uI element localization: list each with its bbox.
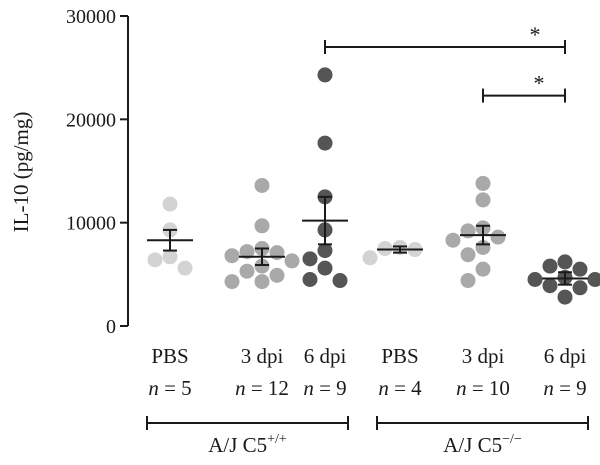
data-point <box>269 245 285 261</box>
y-tick-label: 20000 <box>66 109 116 131</box>
data-point <box>162 249 178 265</box>
data-point <box>587 272 600 287</box>
x-category-label: 3 dpi <box>241 344 284 368</box>
significance-star: * <box>530 22 541 47</box>
data-point <box>254 274 270 290</box>
x-n-label: n = 5 <box>148 376 191 400</box>
y-tick-label: 0 <box>106 316 116 338</box>
data-point <box>317 243 333 259</box>
data-point <box>542 278 558 294</box>
data-point <box>254 258 270 274</box>
group-bracket-label: A/J C5−/− <box>443 432 522 457</box>
x-category-label: 3 dpi <box>462 344 505 368</box>
data-point <box>490 229 506 245</box>
data-point <box>254 218 270 234</box>
data-point <box>377 241 393 256</box>
data-point <box>239 244 255 260</box>
data-point <box>284 253 300 269</box>
data-point <box>460 273 476 289</box>
data-point <box>557 289 573 305</box>
significance-star: * <box>534 71 545 96</box>
data-point <box>572 261 588 277</box>
x-category-label: PBS <box>381 344 418 368</box>
data-point <box>254 177 270 193</box>
data-point <box>302 272 318 287</box>
x-n-label: n = 10 <box>456 376 510 400</box>
x-n-label: n = 9 <box>543 376 586 400</box>
x-n-label: n = 9 <box>303 376 346 400</box>
data-point <box>332 273 348 289</box>
data-point <box>317 260 333 276</box>
data-point <box>475 261 491 277</box>
y-tick-label: 10000 <box>66 213 116 235</box>
data-point <box>317 135 333 151</box>
data-point <box>542 258 558 274</box>
data-point <box>460 223 476 239</box>
y-axis-title: IL-10 (pg/mg) <box>9 112 33 233</box>
x-n-label: n = 4 <box>378 376 422 400</box>
data-point <box>147 252 163 268</box>
x-category-label: 6 dpi <box>544 344 587 368</box>
data-point <box>475 175 491 191</box>
data-point <box>224 274 240 290</box>
data-point <box>475 192 491 208</box>
data-point <box>557 254 573 270</box>
data-point <box>317 67 333 83</box>
x-category-label: PBS <box>151 344 188 368</box>
data-point <box>362 250 378 266</box>
data-point <box>177 260 193 276</box>
data-point <box>162 196 178 212</box>
plot-area: 0 10000 20000 30000 PBS n = 5 3 dpi n = 12 6 dpi… <box>66 6 600 457</box>
data-point <box>269 267 285 283</box>
x-category-label: 6 dpi <box>304 344 347 368</box>
x-n-label: n = 12 <box>235 376 289 400</box>
data-point <box>302 251 318 267</box>
data-point <box>224 248 240 264</box>
data-point <box>572 280 588 296</box>
data-point <box>527 272 543 287</box>
data-point <box>239 263 255 279</box>
data-point <box>460 247 476 263</box>
data-point <box>445 232 461 248</box>
group-bracket-label: A/J C5+/+ <box>208 432 287 457</box>
y-tick-label: 30000 <box>66 6 116 28</box>
